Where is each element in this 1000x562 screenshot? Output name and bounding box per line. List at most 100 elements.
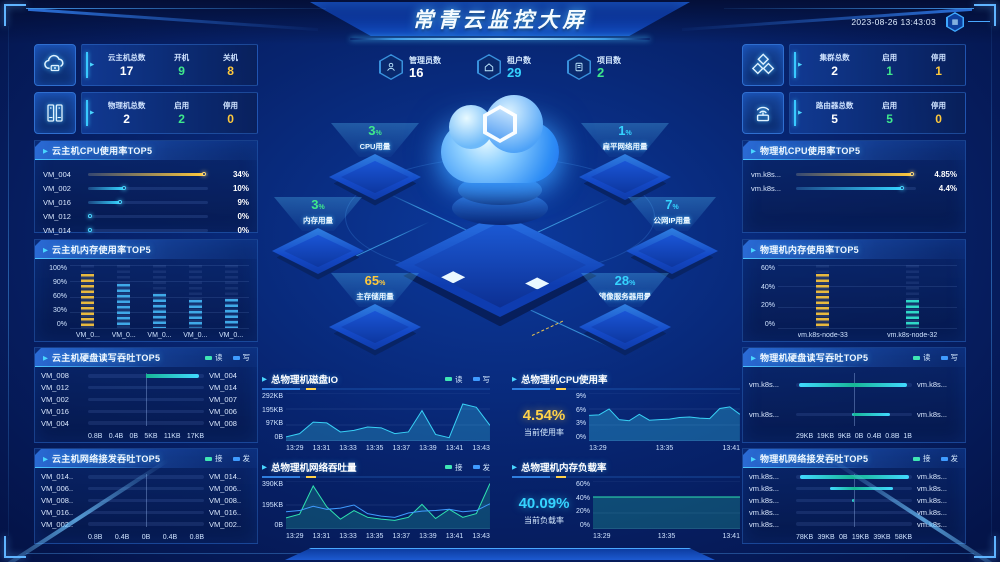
panel-title: 物理机内存使用率TOP5 xyxy=(760,245,859,255)
axis-tick: 0.8B xyxy=(88,433,103,440)
stat-value: 1 xyxy=(886,64,893,78)
stat-value: 0 xyxy=(935,112,942,126)
axis-tick: 60% xyxy=(576,481,591,488)
host-disk-top5-chart: vm.k8s... vm.k8s... vm.k8s... vm.k8s... 29KB… xyxy=(743,367,965,442)
cloud-host-icon xyxy=(34,44,76,86)
frame-corner xyxy=(4,4,26,26)
arrow-icon: ▶ xyxy=(262,464,267,471)
axis-tick: 13:39 xyxy=(419,445,437,452)
panel-host-mem-top5: ▶ 物理机内存使用率TOP5 60% 40% 20% 0% vm.k8s-node-33… xyxy=(742,239,966,342)
throughput-row: VM_012 VM_014 xyxy=(41,383,251,392)
stat-value: 5 xyxy=(831,112,838,126)
main-platform xyxy=(395,213,605,317)
legend[interactable]: 读写 xyxy=(445,374,490,385)
zero-axis xyxy=(854,474,855,527)
stat-label: 停用 xyxy=(223,101,239,110)
bar-right xyxy=(854,383,908,387)
axis-tick: 0B xyxy=(854,433,864,440)
arrow-icon: ▶ xyxy=(43,147,48,155)
axis-tick: 39KB xyxy=(817,534,835,541)
bar xyxy=(224,299,238,328)
host-label: vm.k8s... xyxy=(749,495,780,505)
frame-corner xyxy=(974,4,996,26)
usage-bar xyxy=(88,186,126,190)
host-label: VM_014.. xyxy=(209,472,242,482)
throughput-row: VM_002.. VM_002.. xyxy=(41,520,251,529)
page-title: 常青云监控大屏 xyxy=(412,9,588,32)
cluster-stats: 集群总数 2 启用 1 停用 1 xyxy=(742,44,966,86)
bar-track xyxy=(796,522,912,526)
legend-rx-swatch xyxy=(913,456,920,461)
bar xyxy=(117,283,131,328)
axis-tick: 19KB xyxy=(816,433,834,440)
bar-column xyxy=(897,265,927,328)
top5-row: VM_002 10% xyxy=(35,181,257,195)
axis-tick: 13:41 xyxy=(722,533,740,540)
usage-label: 主存储用量 xyxy=(356,292,394,301)
axis-tick: 13:37 xyxy=(392,445,411,452)
plot-area xyxy=(286,481,490,529)
top5-row: vm.k8s... 4.85% xyxy=(743,167,965,181)
bar xyxy=(152,293,166,328)
axis-tick: 3% xyxy=(576,420,587,428)
bar-column xyxy=(216,265,246,328)
axis-tick: 0.4B xyxy=(114,534,130,541)
kpi-admins: 管理员数 16 xyxy=(379,54,441,80)
disk-io-line-chart: 292KB 195KB 97KB 0B 13:29 13:31 13:33 13:35 13:3… xyxy=(262,393,490,452)
legend[interactable]: 读写 xyxy=(205,352,250,363)
usage-bar xyxy=(88,228,93,232)
axis-tick: 0B xyxy=(838,534,848,541)
usage-bar-track xyxy=(796,186,916,190)
panel-title: 云主机内存使用率TOP5 xyxy=(52,245,151,255)
arrow-icon: ▶ xyxy=(43,246,48,254)
axis-tick: 11KB xyxy=(163,433,181,440)
axis-tick: 13:35 xyxy=(657,533,676,540)
axis-tick: 13:33 xyxy=(339,533,357,540)
settings-badge[interactable]: ▦ xyxy=(946,12,964,32)
host-cpu-top5-chart: vm.k8s... 4.85% vm.k8s... 4.4% xyxy=(743,160,965,195)
datetime: 2023-08-26 13:43:03 xyxy=(851,17,936,27)
legend[interactable]: 接发 xyxy=(913,453,958,464)
bar xyxy=(816,274,830,328)
usage-bar-track xyxy=(88,172,208,176)
axis-tick: 0% xyxy=(576,433,587,441)
bars-plot xyxy=(778,265,957,329)
panel-title: 物理机网络接发吞吐TOP5 xyxy=(760,454,869,464)
axis-tick: 13:29 xyxy=(589,445,607,452)
bar-right xyxy=(146,374,200,378)
legend[interactable]: 接发 xyxy=(205,453,250,464)
top5-row: VM_004 34% xyxy=(35,167,257,181)
chart-underline xyxy=(262,388,490,390)
bar-column xyxy=(808,265,838,328)
stat-panel: 云主机总数 17 开机 9 关机 8 xyxy=(81,44,258,86)
host-label: VM_002.. xyxy=(41,519,74,529)
legend[interactable]: 读写 xyxy=(913,352,958,363)
bar-track xyxy=(796,498,912,503)
bar-knob xyxy=(122,186,126,190)
bar-knob xyxy=(118,200,123,204)
project-icon xyxy=(567,54,591,80)
host-label: VM_008.. xyxy=(41,495,74,505)
frame-corner xyxy=(4,536,26,558)
axis-tick: 39KB xyxy=(873,534,891,541)
throughput-row: VM_002 VM_007 xyxy=(41,395,251,404)
header-line xyxy=(968,21,990,22)
bottom-charts: ▶ 总物理机磁盘IO 读写 292KB 195KB 97KB 0B 13:29 13:31… xyxy=(262,372,740,540)
frame-bottom-trapezoid xyxy=(285,548,715,560)
top5-row: VM_014 0% xyxy=(35,223,257,237)
bar-track xyxy=(796,383,912,387)
axis-tick: 13:31 xyxy=(312,445,331,452)
host-label: vm.k8s... xyxy=(749,507,780,517)
stat-panel: 路由器总数 5 启用 5 停用 0 xyxy=(789,92,966,134)
kpi-label: 租户数 xyxy=(507,55,531,65)
host-label: VM_008.. xyxy=(209,495,242,505)
throughput-row: VM_016 VM_006 xyxy=(41,407,251,416)
x-axis: vm.k8s-node-33 vm.k8s-node-32 xyxy=(778,328,957,339)
legend-label: 写 xyxy=(950,353,959,362)
host-label: VM_012 xyxy=(41,383,69,393)
x-axis: 13:29 13:35 13:41 xyxy=(593,529,740,540)
platform-diamond xyxy=(626,228,718,274)
axis-tick: 0.8B xyxy=(189,534,204,541)
x-axis: 13:29 13:35 13:41 xyxy=(589,441,740,452)
legend[interactable]: 接发 xyxy=(445,462,490,473)
